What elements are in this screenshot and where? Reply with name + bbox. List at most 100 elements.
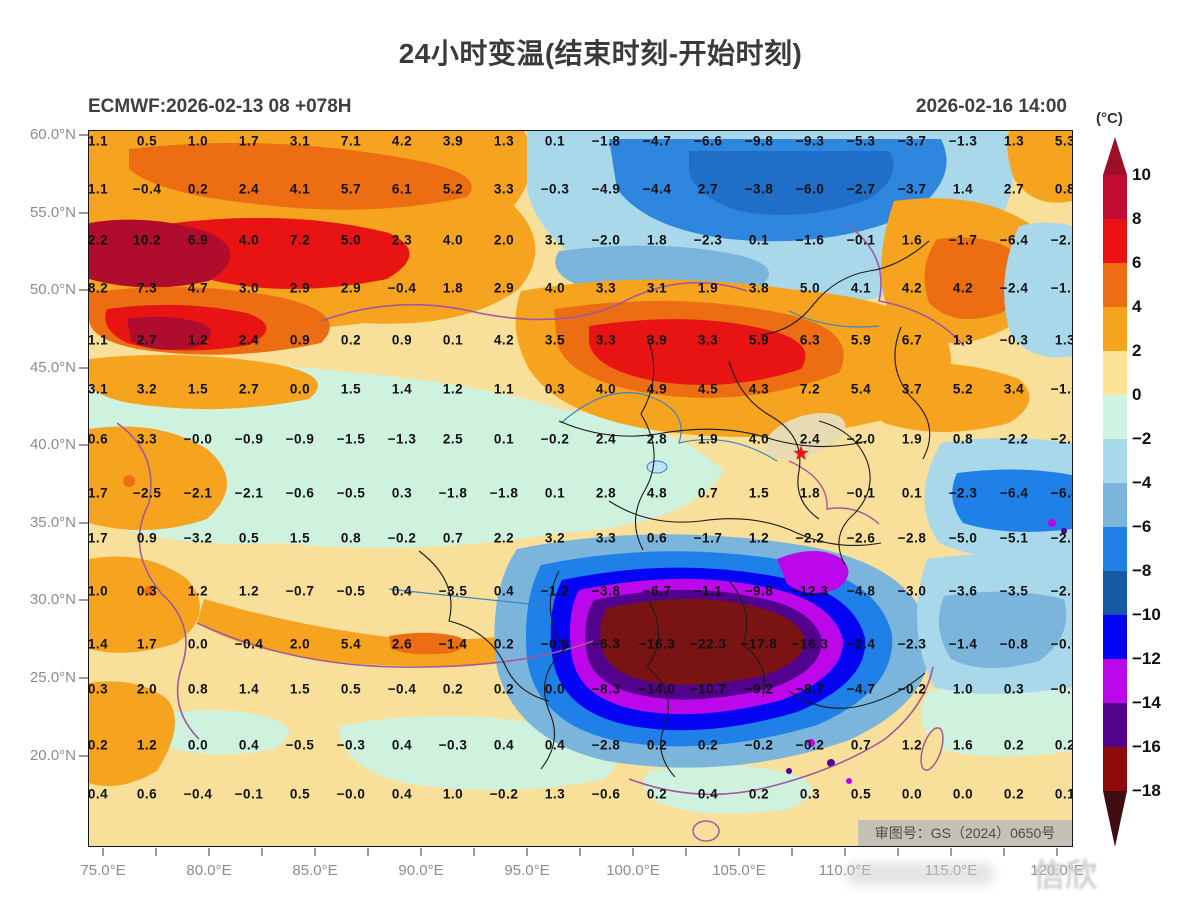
- grid-value-label: 0.4: [544, 737, 566, 753]
- lon-tick-mark: [102, 848, 104, 856]
- value-grid: 1.1 0.5 1.0 1.7 3.1 7.1 4.2 3.9 1.3 0.1 −1.8 −4.7 −6…: [89, 131, 1072, 846]
- grid-value-label: 0.4: [493, 737, 515, 753]
- grid-value-label: 0.2: [187, 181, 209, 197]
- grid-value-label: 0.6: [88, 431, 109, 447]
- lon-tick-label: 110.0°E: [818, 862, 872, 879]
- lat-tick-mark: [79, 522, 88, 524]
- colorbar-segment: [1103, 483, 1127, 527]
- grid-value-label: −0.4: [183, 786, 213, 802]
- grid-value-label: 1.1: [493, 381, 515, 397]
- grid-value-label: 5.7: [340, 181, 362, 197]
- valid-time-label: 2026-02-16 14:00: [915, 96, 1067, 117]
- grid-value-label: −0.6: [1050, 636, 1072, 652]
- grid-value-label: −0.2: [744, 737, 774, 753]
- grid-value-label: 0.9: [391, 332, 413, 348]
- grid-value-label: −0.2: [489, 786, 519, 802]
- colorbar-segment: [1103, 747, 1127, 791]
- grid-value-label: −1.3: [948, 133, 978, 149]
- grid-value-label: −17.8: [740, 636, 778, 652]
- colorbar-tick-label: −2: [1132, 429, 1152, 448]
- model-run-label: ECMWF:2026-02-13 08 +078H: [88, 96, 352, 117]
- grid-value-label: 0.1: [544, 485, 566, 501]
- grid-value-label: 3.3: [595, 332, 617, 348]
- grid-value-label: 2.7: [238, 381, 260, 397]
- grid-value-label: 0.5: [238, 530, 260, 546]
- grid-value-label: 5.0: [340, 232, 362, 248]
- grid-value-label: 3.2: [136, 381, 158, 397]
- grid-value-label: −1.4: [438, 636, 468, 652]
- beijing-star-marker: ★: [792, 443, 810, 465]
- colorbar-segment: [1103, 615, 1127, 659]
- lat-tick-mark: [79, 599, 88, 601]
- grid-value-label: 3.3: [595, 280, 617, 296]
- grid-value-label: 2.7: [1003, 181, 1025, 197]
- colorbar-segment: [1103, 703, 1127, 747]
- grid-value-label: 0.1: [544, 133, 566, 149]
- colorbar-segment: [1103, 659, 1127, 703]
- grid-value-label: 1.2: [136, 737, 158, 753]
- colorbar-tick-label: −10: [1132, 605, 1161, 624]
- grid-value-label: −4.4: [642, 181, 672, 197]
- grid-value-label: 0.2: [748, 786, 770, 802]
- colorbar-tick-label: −14: [1132, 693, 1161, 712]
- grid-value-label: 2.6: [391, 636, 413, 652]
- grid-value-label: 5.4: [850, 381, 872, 397]
- grid-value-label: 5.4: [340, 636, 362, 652]
- grid-value-label: 0.1: [493, 431, 515, 447]
- grid-value-label: 0.3: [799, 786, 821, 802]
- grid-value-label: 0.7: [850, 737, 872, 753]
- grid-value-label: 0.1: [901, 485, 923, 501]
- colorbar-above-max-arrow: [1103, 137, 1127, 175]
- lon-tick-mark: [738, 848, 740, 856]
- grid-value-label: 3.1: [289, 133, 311, 149]
- grid-value-label: −2.2: [795, 530, 825, 546]
- grid-value-label: 1.0: [442, 786, 464, 802]
- grid-value-label: −0.1: [846, 232, 876, 248]
- grid-value-label: 0.3: [136, 583, 158, 599]
- grid-value-label: 1.6: [952, 737, 974, 753]
- lon-tick-mark: [314, 848, 316, 856]
- grid-value-label: 0.2: [646, 786, 668, 802]
- grid-value-label: 7.1: [340, 133, 362, 149]
- grid-value-label: 3.2: [544, 530, 566, 546]
- grid-value-label: −0.3: [999, 332, 1029, 348]
- grid-value-label: 0.4: [391, 786, 413, 802]
- grid-value-label: 1.9: [697, 280, 719, 296]
- grid-value-label: 4.9: [646, 381, 668, 397]
- map-canvas: 1.1 0.5 1.0 1.7 3.1 7.1 4.2 3.9 1.3 0.1 −1.8 −4.7 −6…: [88, 130, 1073, 847]
- map-license-label: 审图号：GS（2024）0650号: [858, 820, 1072, 846]
- grid-value-label: −1.7: [1050, 280, 1072, 296]
- lon-tick-label: 115.0°E: [924, 862, 978, 879]
- grid-value-label: 2.4: [595, 431, 617, 447]
- grid-value-label: −2.5: [132, 485, 162, 501]
- lon-tick-mark: [579, 848, 581, 856]
- grid-value-label: 4.7: [187, 280, 209, 296]
- grid-value-label: 1.1: [88, 181, 109, 197]
- lat-tick-label: 45.0°N: [29, 359, 76, 376]
- grid-value-label: −9.2: [744, 681, 774, 697]
- grid-value-label: −0.7: [285, 583, 315, 599]
- colorbar-segment: [1103, 219, 1127, 263]
- grid-value-label: −4.7: [642, 133, 672, 149]
- grid-value-label: −3.7: [897, 133, 927, 149]
- grid-value-label: −9.8: [744, 133, 774, 149]
- grid-value-label: −0.3: [336, 737, 366, 753]
- grid-value-label: −0.2: [387, 530, 417, 546]
- grid-value-label: −3.6: [948, 583, 978, 599]
- grid-value-label: 1.9: [697, 431, 719, 447]
- colorbar-segment: [1103, 527, 1127, 571]
- grid-value-label: −2.4: [846, 636, 876, 652]
- grid-value-label: 0.1: [442, 332, 464, 348]
- lon-tick-mark: [420, 848, 422, 856]
- grid-value-label: 4.0: [442, 232, 464, 248]
- grid-value-label: 4.1: [289, 181, 311, 197]
- grid-value-label: 1.2: [748, 530, 770, 546]
- grid-value-label: −16.3: [638, 636, 676, 652]
- colorbar-tick-label: 6: [1132, 253, 1142, 272]
- grid-value-label: 0.2: [697, 737, 719, 753]
- grid-value-label: 0.3: [544, 381, 566, 397]
- grid-value-label: 5.9: [748, 332, 770, 348]
- grid-value-label: 1.0: [952, 681, 974, 697]
- grid-value-label: 2.9: [289, 280, 311, 296]
